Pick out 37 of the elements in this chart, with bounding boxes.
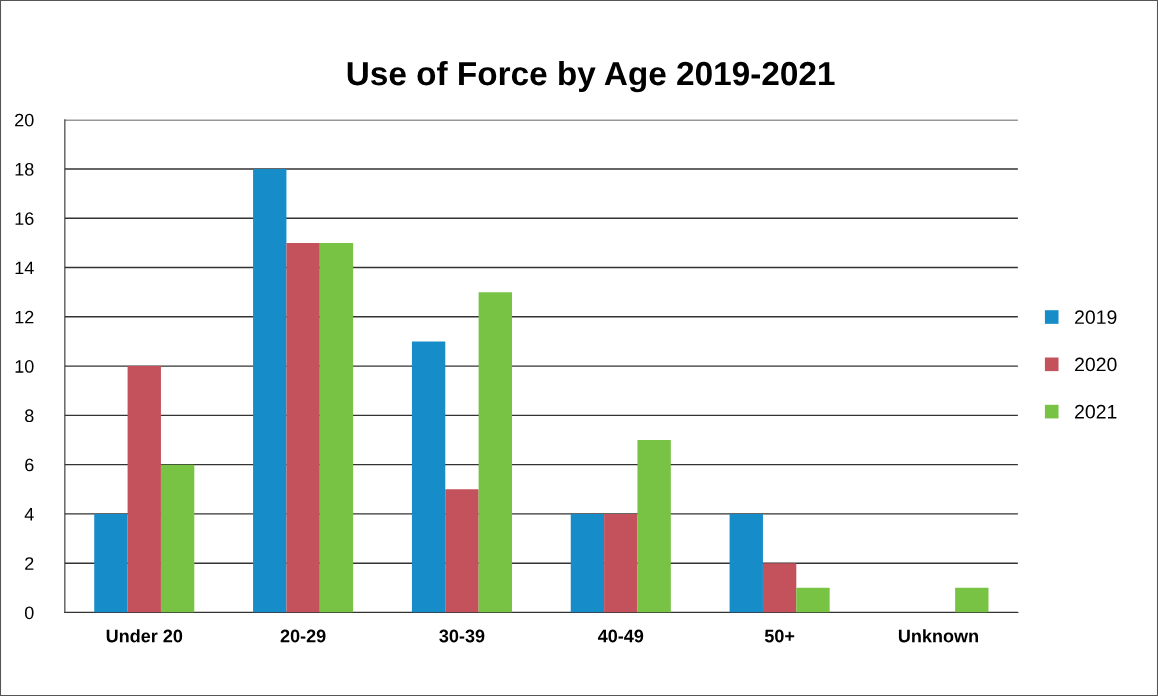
bar (478, 292, 512, 613)
y-tick-label: 0 (24, 606, 34, 620)
y-tick-label: 8 (25, 409, 34, 423)
bar (319, 242, 354, 613)
bar (127, 366, 161, 613)
bar (604, 513, 638, 613)
x-tick-label: 40-49 (597, 629, 644, 643)
chart-title: Use of Force by Age 2019-2021 (347, 60, 835, 93)
y-tick-label: 4 (24, 508, 34, 521)
y-tick-label: 2 (25, 557, 34, 570)
y-tick-label: 16 (15, 212, 34, 225)
y-tick-label: 20 (15, 113, 34, 127)
bar (570, 513, 605, 613)
bar (94, 513, 128, 613)
bar (762, 563, 797, 613)
bar (637, 440, 671, 613)
legend-label: 2021 (1075, 404, 1117, 419)
legend-label: 2020 (1075, 357, 1117, 372)
bar (286, 242, 320, 613)
y-tick-label: 14 (15, 261, 34, 275)
x-tick-label: Unknown (898, 629, 978, 643)
y-tick-label: 6 (25, 458, 34, 472)
x-tick-label: 20-29 (280, 629, 326, 643)
y-tick-label: 12 (15, 310, 34, 324)
bar (160, 464, 195, 613)
y-tick-label: 10 (15, 360, 34, 373)
bar (796, 587, 830, 613)
bar (955, 587, 989, 613)
legend-label: 2019 (1075, 310, 1117, 325)
x-tick-label: 30-39 (439, 629, 485, 643)
x-tick-label: 50+ (764, 629, 795, 643)
bar (729, 513, 763, 613)
bar (445, 489, 479, 613)
x-tick-label: Under 20 (106, 629, 183, 643)
bar (411, 341, 446, 613)
bar (253, 168, 287, 613)
y-tick-label: 18 (15, 162, 34, 176)
